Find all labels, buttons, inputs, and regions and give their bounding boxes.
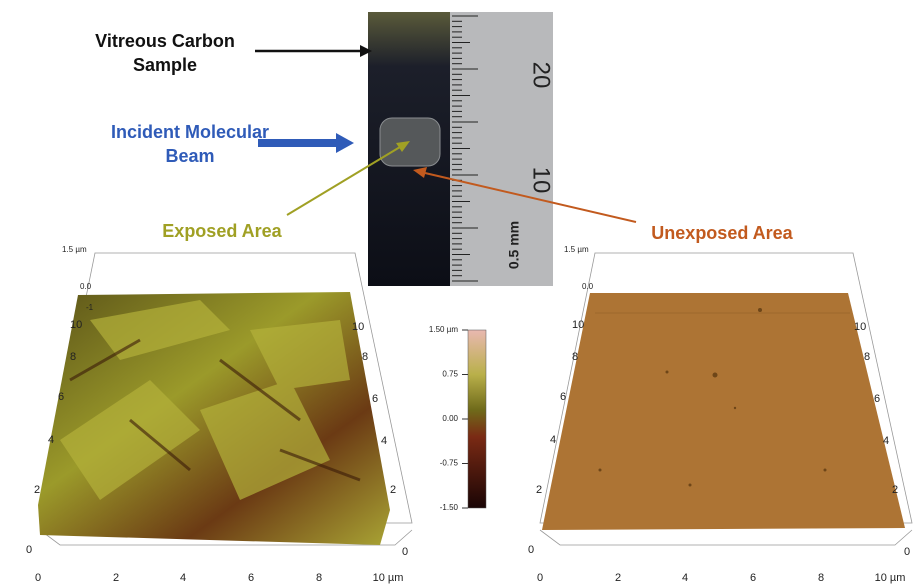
x-label: 10 µm — [875, 572, 906, 584]
ruler-label: 10 — [528, 167, 555, 194]
x-label: 6 — [750, 572, 756, 584]
x-label: 2 — [113, 572, 119, 584]
right-label: 4 — [883, 435, 889, 447]
y-label: 10 — [572, 319, 584, 331]
annotation: Exposed Area — [162, 221, 282, 241]
colorbar-label: -0.75 — [440, 459, 459, 468]
y-label: 4 — [48, 434, 54, 446]
y-label: 4 — [550, 434, 556, 446]
x-label: 2 — [615, 572, 621, 584]
right-label: 6 — [874, 393, 880, 405]
annotation: Unexposed Area — [651, 223, 793, 243]
x-label: 4 — [180, 572, 186, 584]
z-label: 1.5 µm — [564, 245, 589, 254]
right-label: 4 — [381, 435, 387, 447]
x-label: 0 — [35, 572, 41, 584]
colorbar: 1.50 µm 0.75 0.00 -0.75 -1.50 — [429, 325, 486, 512]
afm-exposed — [38, 253, 412, 545]
y-label: 2 — [536, 484, 542, 496]
ruler-label: 0.5 mm — [506, 221, 522, 269]
colorbar-label: 0.00 — [442, 414, 458, 423]
z-label: 1.5 µm — [62, 245, 87, 254]
colorbar-label: -1.50 — [440, 503, 459, 512]
colorbar-label: 1.50 µm — [429, 325, 458, 334]
y-label: 2 — [34, 484, 40, 496]
z-label: 0.0 — [582, 282, 594, 291]
y-label: 10 — [70, 319, 82, 331]
right-label: 0 — [904, 546, 910, 558]
y-label: 6 — [58, 391, 64, 403]
colorbar-label: 0.75 — [442, 370, 458, 379]
x-label: 8 — [818, 572, 824, 584]
right-label: 6 — [372, 393, 378, 405]
right-label: 8 — [362, 351, 368, 363]
z-label: 0.0 — [80, 282, 92, 291]
y-label: 8 — [572, 351, 578, 363]
ruler-label: 20 — [528, 62, 555, 89]
x-label: 0 — [537, 572, 543, 584]
right-label: 0 — [402, 546, 408, 558]
y-label: 6 — [560, 391, 566, 403]
y-label: 0 — [26, 544, 32, 556]
x-label: 6 — [248, 572, 254, 584]
figure: 20 10 0.5 mm Vitreous CarbonSample Incid… — [0, 0, 917, 588]
y-label: 8 — [70, 351, 76, 363]
right-label: 10 — [352, 321, 364, 333]
y-label: 0 — [528, 544, 534, 556]
afm-unexposed — [540, 253, 912, 545]
right-label: 8 — [864, 351, 870, 363]
x-label: 8 — [316, 572, 322, 584]
right-label: 10 — [854, 321, 866, 333]
x-label: 10 µm — [373, 572, 404, 584]
z-label: -1 — [86, 303, 94, 312]
right-label: 2 — [892, 484, 898, 496]
right-label: 2 — [390, 484, 396, 496]
x-label: 4 — [682, 572, 688, 584]
